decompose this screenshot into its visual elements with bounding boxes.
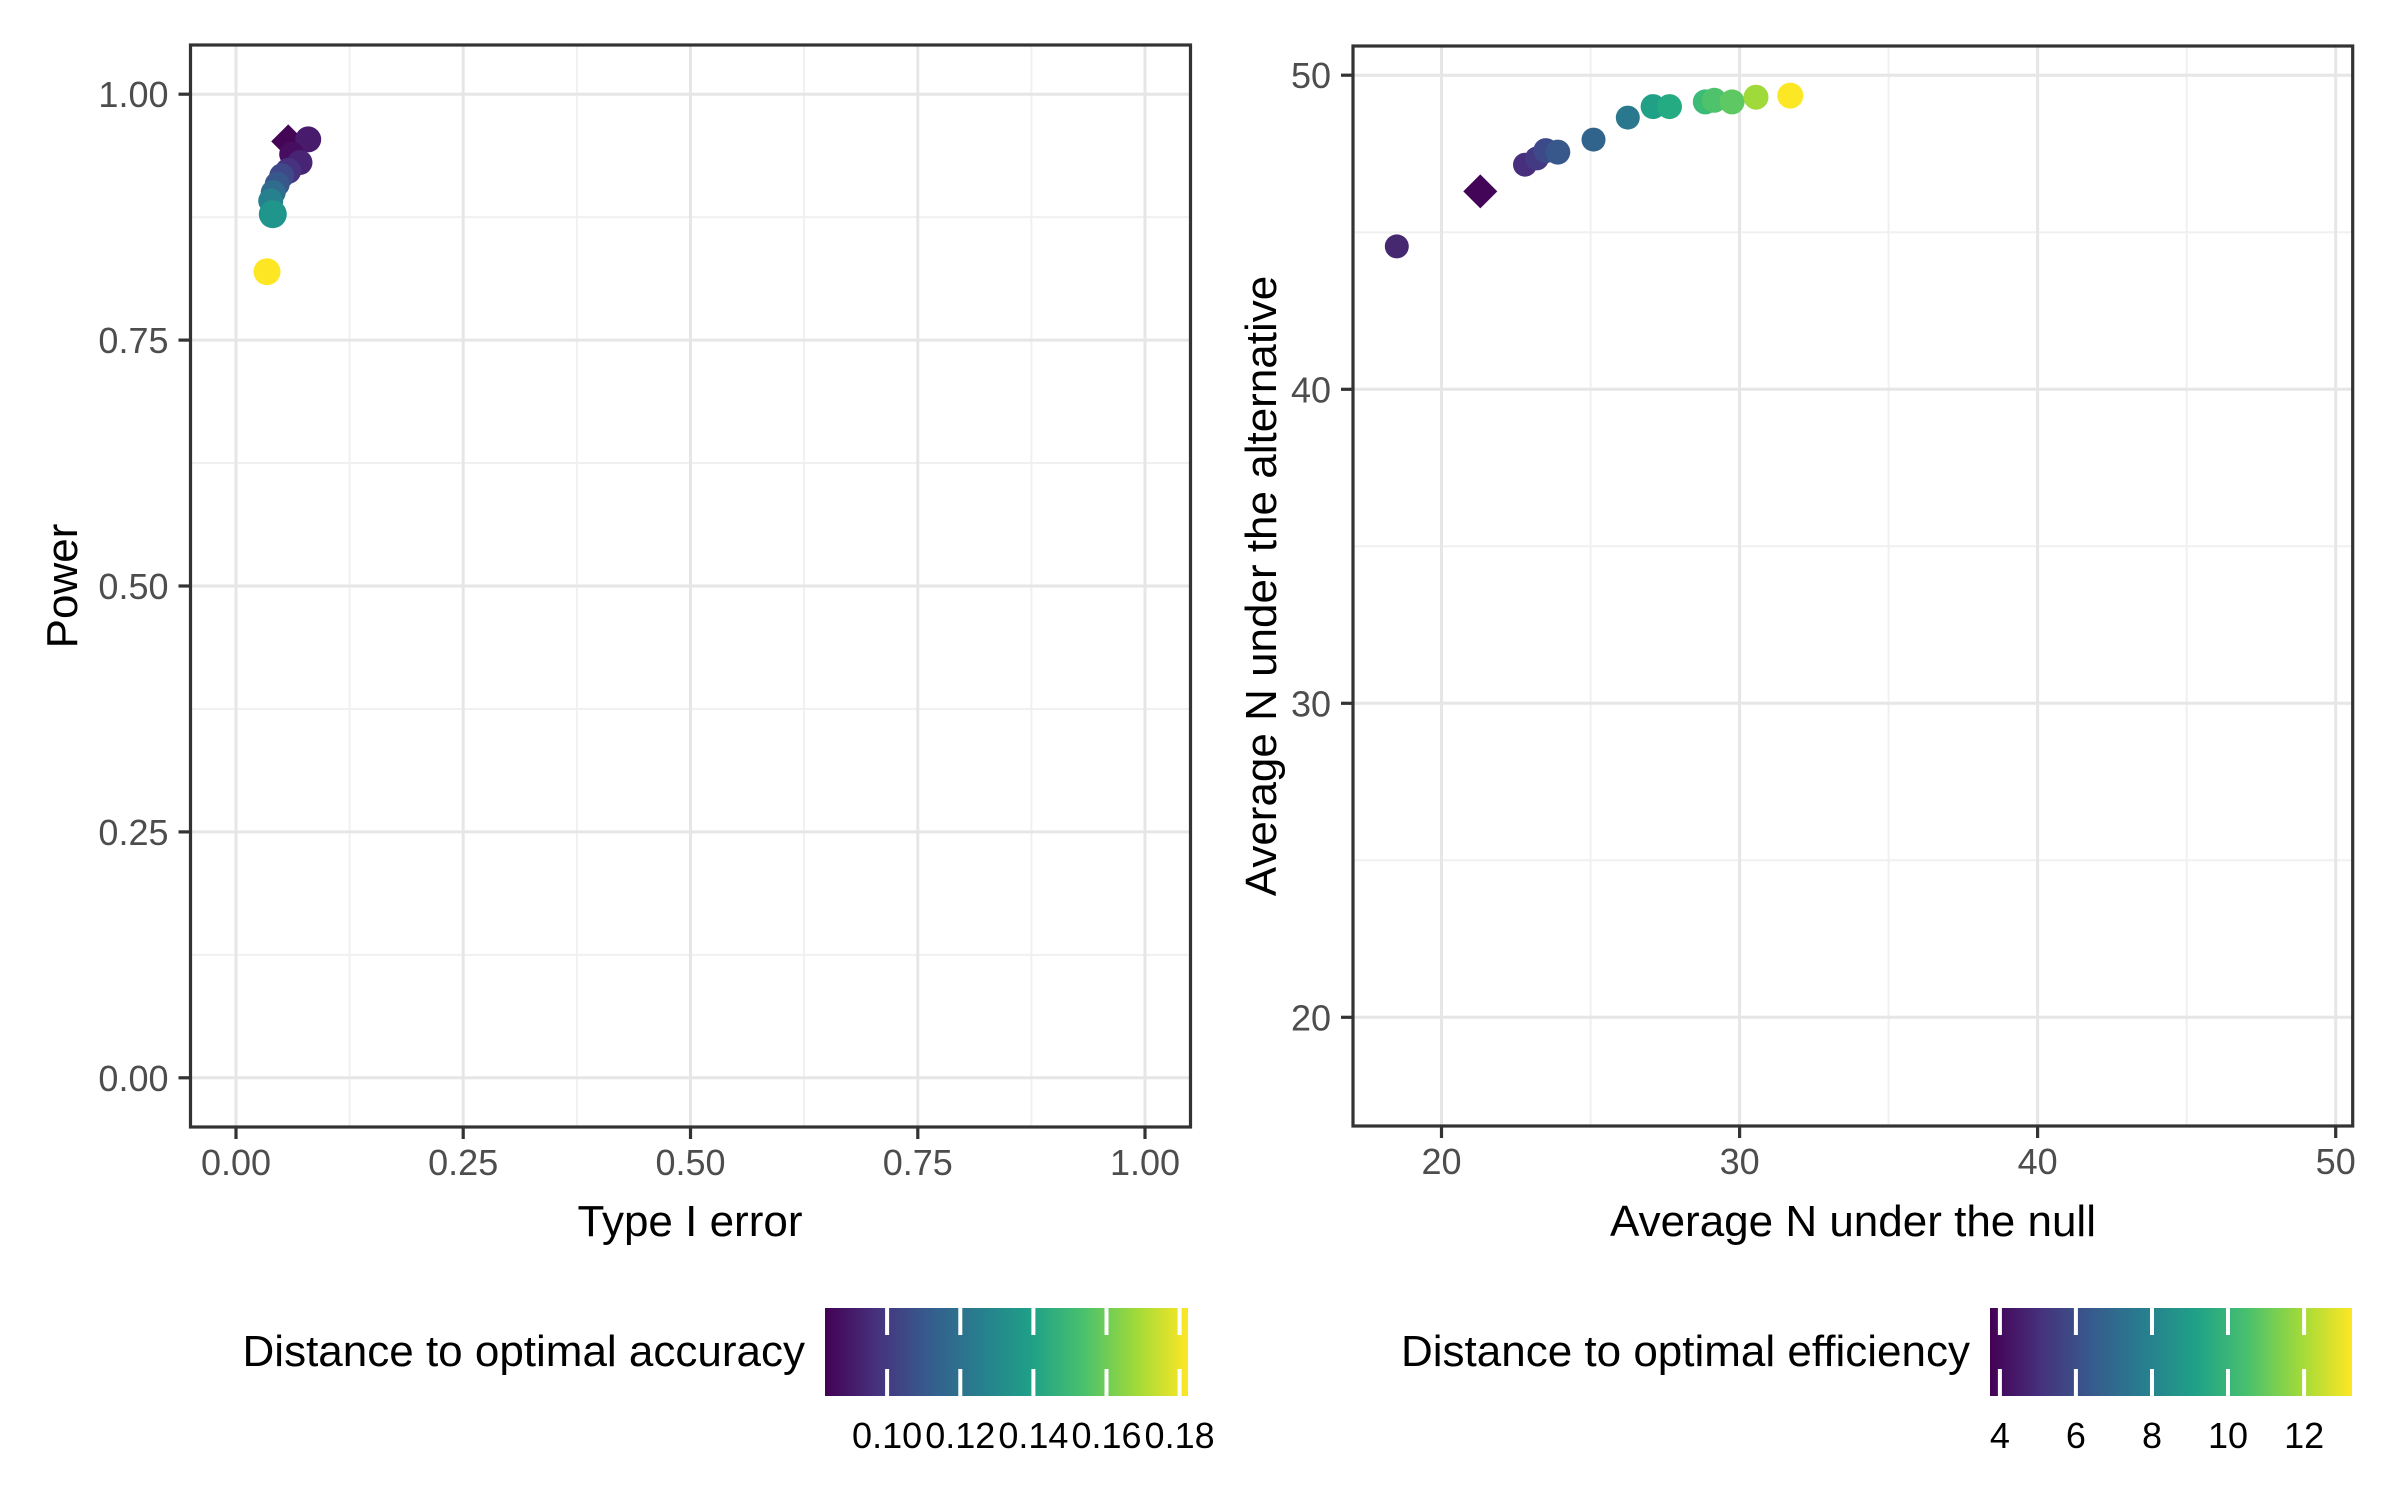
data-point: [1719, 89, 1745, 115]
data-point: [1384, 234, 1409, 259]
x-axis-tick-label: 20: [1421, 1141, 1461, 1182]
y-axis-tick-label: 0.00: [98, 1058, 168, 1099]
data-point: [258, 200, 287, 229]
data-point-diamond: [1463, 174, 1498, 209]
x-axis-tick-label: 40: [2018, 1141, 2058, 1182]
y-axis-title-right-panel: Average N under the alternative: [1237, 275, 1286, 897]
y-axis-tick-label: 1.00: [98, 74, 168, 115]
data-point: [1545, 139, 1571, 165]
y-axis-tick-label: 40: [1291, 369, 1331, 410]
legend-tick-label: 0.16: [1071, 1415, 1141, 1456]
legend-tick-label: 0.10: [852, 1415, 922, 1456]
x-axis-tick-label: 0.25: [428, 1142, 498, 1183]
panel-right: 20 30 40 50 20 30 40 50 4 6 8 10 12: [1291, 44, 2356, 1456]
y-axis-title-left-panel: Power: [38, 523, 87, 649]
x-axis-title-right-panel: Average N under the null: [1610, 1197, 2096, 1246]
legend-tick-label: 8: [2142, 1415, 2162, 1456]
legend-tick-label: 4: [1990, 1415, 2010, 1456]
data-point: [1581, 127, 1606, 152]
y-axis-tick-label: 30: [1291, 683, 1331, 724]
data-point: [253, 258, 281, 286]
y-axis-tick-label: 50: [1291, 55, 1331, 96]
legend-colorbar: [1990, 1308, 2352, 1396]
x-axis-tick-label: 30: [1720, 1141, 1760, 1182]
x-axis-tick-label: 1.00: [1110, 1142, 1180, 1183]
y-axis-tick-label: 0.50: [98, 566, 168, 607]
legend-title-efficiency: Distance to optimal efficiency: [1400, 1327, 1970, 1376]
legend-tick-label: 12: [2284, 1415, 2324, 1456]
legend-tick-label: 0.18: [1145, 1415, 1215, 1456]
panel-border: [1351, 44, 2355, 1128]
legend-tick-label: 0.12: [925, 1415, 995, 1456]
data-point: [1615, 105, 1640, 130]
panel-left: 0.00 0.25 0.50 0.75 1.00 0.00 0.25 0.50 0.75 1.00…: [98, 43, 1215, 1456]
y-axis-tick-label: 0.25: [98, 812, 168, 853]
x-axis-tick-label: 0.75: [883, 1142, 953, 1183]
panel-background: [1353, 46, 2353, 1126]
legend-colorbar: [825, 1308, 1188, 1396]
x-axis-tick-label: 50: [2316, 1141, 2356, 1182]
y-axis-tick-label: 20: [1291, 997, 1331, 1038]
legend-title-accuracy: Distance to optimal accuracy: [242, 1327, 805, 1376]
legend-tick-label: 6: [2066, 1415, 2086, 1456]
legend-tick-label: 0.14: [998, 1415, 1068, 1456]
data-point: [1777, 82, 1804, 109]
x-axis-title-left-panel: Type I error: [577, 1197, 803, 1246]
legend-tick-label: 10: [2208, 1415, 2248, 1456]
data-point: [1743, 84, 1769, 110]
y-axis-tick-label: 0.75: [98, 320, 168, 361]
data-point: [295, 126, 322, 153]
x-axis-tick-label: 0.00: [201, 1142, 271, 1183]
x-axis-tick-label: 0.50: [655, 1142, 725, 1183]
data-point: [1657, 94, 1682, 120]
